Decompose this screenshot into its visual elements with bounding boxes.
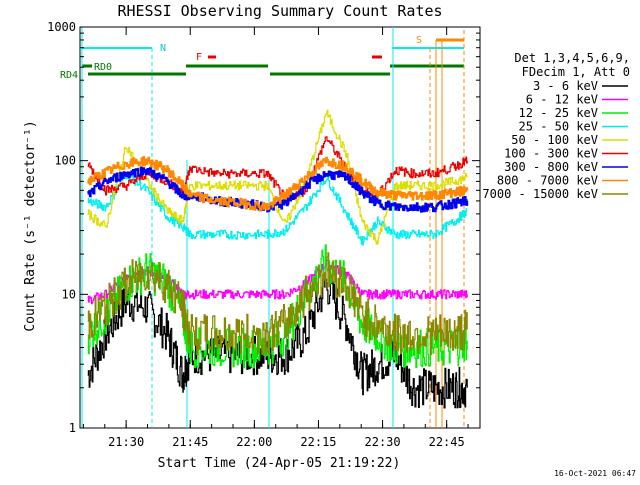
series-line-9 (87, 252, 468, 356)
s-flag-label: S (416, 35, 422, 46)
y-tick-label: 100 (54, 154, 76, 168)
y-tick-label: 1 (69, 421, 76, 435)
series-line-7 (87, 166, 469, 213)
chart-title: RHESSI Observing Summary Count Rates (117, 2, 442, 20)
axes-layer: 1 10 100 1000 21:30 21:45 22:00 22:15 22:30 22:45 (47, 20, 480, 449)
rd0-label: RD0 (94, 62, 112, 73)
legend-label: 6 - 12 keV (526, 93, 598, 107)
legend-label: 3 - 6 keV (533, 79, 598, 93)
legend-label: 800 - 7000 keV (497, 174, 598, 188)
legend-label: 300 - 800 keV (504, 160, 598, 174)
rd4-label: RD4 (60, 70, 78, 81)
series-layer (87, 109, 469, 409)
n-flag-label: N (160, 43, 166, 54)
legend-header-2: FDecim 1, Att 0 (522, 65, 630, 79)
legend-label: 100 - 300 keV (504, 147, 598, 161)
x-tick-label: 22:45 (429, 435, 465, 449)
x-tick-label: 21:30 (108, 435, 144, 449)
legend-label: 25 - 50 keV (519, 120, 598, 134)
x-tick-label: 21:45 (172, 435, 208, 449)
x-tick-label: 22:15 (300, 435, 336, 449)
series-line-5 (87, 109, 468, 245)
y-tick-label: 10 (62, 287, 76, 301)
series-line-4 (87, 171, 468, 246)
legend-header-1: Det 1,3,4,5,6,9, (514, 51, 630, 65)
x-tick-label: 22:30 (365, 435, 401, 449)
plot-frame (79, 26, 481, 429)
series-line-8 (87, 156, 469, 212)
legend-label: 7000 - 15000 keV (482, 187, 598, 201)
y-tick-label: 1000 (47, 20, 76, 34)
y-axis-label: Count Rate (s⁻¹ detector⁻¹) (23, 120, 38, 331)
series-line-1 (87, 274, 468, 409)
x-axis-label: Start Time (24-Apr-05 21:19:22) (158, 456, 401, 471)
mode-bars: N F S RD0 RD4 (60, 35, 464, 81)
f-flag-label: F (196, 52, 202, 63)
x-tick-label: 22:00 (236, 435, 272, 449)
legend: Det 1,3,4,5,6,9,FDecim 1, Att 03 - 6 keV… (482, 51, 630, 201)
footer-date: 16-Oct-2021 06:47 (554, 469, 636, 478)
legend-label: 50 - 100 keV (511, 133, 598, 147)
legend-label: 12 - 25 keV (519, 106, 598, 120)
